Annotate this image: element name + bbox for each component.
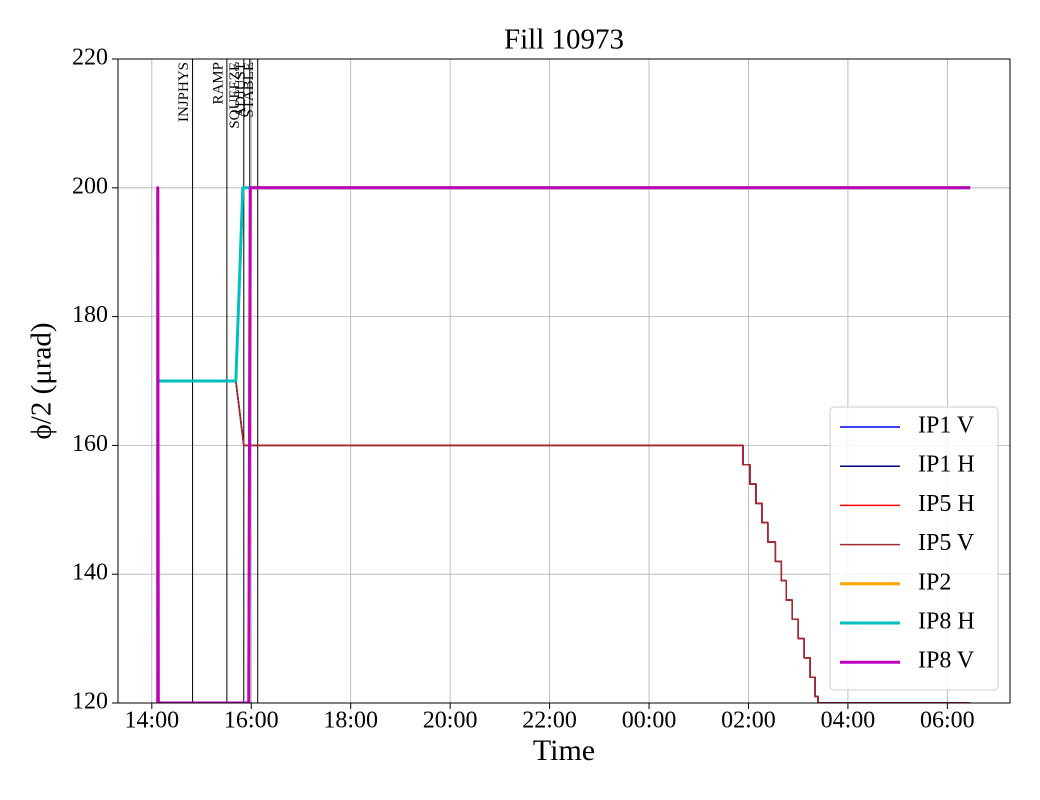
y-tick-label: 140 <box>72 560 108 586</box>
y-tick-label: 200 <box>72 173 108 199</box>
series-line <box>156 186 971 703</box>
x-tick-label: 16:00 <box>224 708 279 734</box>
x-tick-label: 14:00 <box>124 708 179 734</box>
x-tick-label: 04:00 <box>821 708 876 734</box>
legend-label: IP8 V <box>918 648 975 674</box>
y-axis-label: ϕ/2 (μrad) <box>26 323 58 440</box>
y-tick-label: 120 <box>72 689 108 715</box>
y-tick-label: 180 <box>72 302 108 328</box>
x-tick-label: 22:00 <box>522 708 577 734</box>
phase-label: STABLE <box>241 62 257 117</box>
y-tick-label: 220 <box>72 45 108 71</box>
legend-label: IP8 H <box>918 609 975 635</box>
x-tick-label: 18:00 <box>323 708 378 734</box>
x-tick-label: 06:00 <box>920 708 975 734</box>
legend: IP1 V IP1 H IP5 H IP5 V IP2 IP8 H IP8 V <box>829 406 999 691</box>
lines <box>156 186 971 703</box>
phase-label: INJPHYS <box>176 62 192 122</box>
legend-label: IP5 H <box>918 491 975 517</box>
x-tick-label: 20:00 <box>423 708 478 734</box>
labels: 120 140 160 180 200 220 14:00 16:00 18:00 20:00 22… <box>72 45 975 734</box>
phase-label: RAMP <box>210 62 226 105</box>
chart-title: Fill 10973 <box>504 24 624 56</box>
phase-label: SQUEEZE <box>227 62 243 129</box>
legend-label: IP5 V <box>918 530 975 556</box>
phase-label: ADJUST <box>233 62 249 118</box>
legend-label: IP1 V <box>918 413 975 439</box>
plot-frame <box>117 58 1011 704</box>
x-tick-label: 00:00 <box>622 708 677 734</box>
legend-label: IP2 <box>918 569 951 595</box>
series-line <box>157 380 971 703</box>
legend-label: IP1 H <box>918 452 975 478</box>
x-axis-label: Time <box>533 734 595 767</box>
legend-box <box>829 406 999 691</box>
y-tick-label: 160 <box>72 431 108 457</box>
x-tick-label: 02:00 <box>721 708 776 734</box>
